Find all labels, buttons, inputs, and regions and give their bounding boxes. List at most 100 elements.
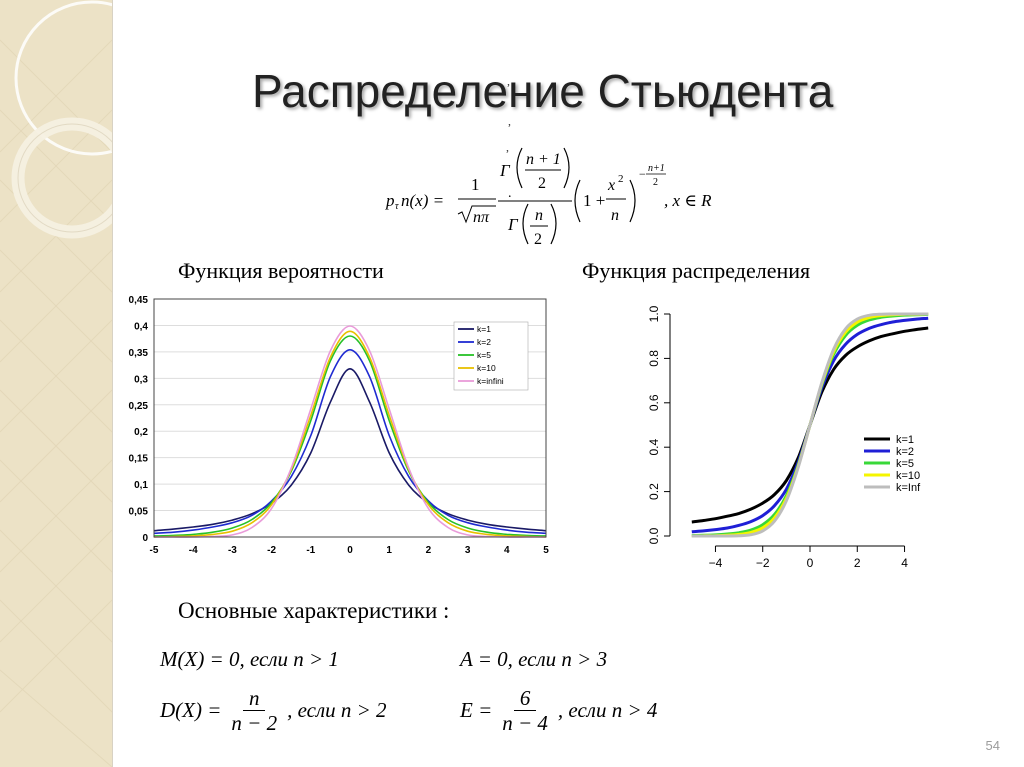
variance-numerator: n (242, 686, 266, 711)
cdf-y-tick: 0.8 (647, 350, 661, 367)
decorative-sidebar (0, 0, 112, 767)
cdf-y-tick: 0.4 (647, 439, 661, 456)
kurtosis-denominator: n − 4 (502, 711, 548, 735)
pdf-x-tick: -1 (306, 545, 315, 556)
pdf-legend-label: k=10 (477, 363, 496, 373)
asymmetry-formula: A = 0, если n > 3 (460, 647, 607, 672)
kurtosis-lhs: E = (460, 698, 493, 722)
mean-condition: если n > 1 (249, 647, 339, 671)
variance-condition: , если n > 2 (287, 698, 387, 722)
pdf-y-tick: 0,3 (134, 374, 148, 385)
cdf-x-tick: 0 (807, 556, 814, 570)
cdf-chart: 0.0 0.2 0.4 0.6 0.8 1.0 −4 −2 0 2 4 k=1k=2k=5k=10… (647, 305, 929, 570)
svg-text:2: 2 (538, 175, 546, 192)
pdf-y-tick: 0,45 (129, 295, 149, 306)
stray-mark: , (508, 114, 511, 128)
pdf-x-tick: -4 (189, 545, 198, 556)
deco-ring-large (14, 0, 112, 156)
mean-formula: M(X) = 0, если n > 1 (160, 647, 339, 672)
sidebar-divider (112, 0, 113, 767)
pdf-y-tick: 0 (142, 533, 148, 544)
pdf-y-tick: 0,1 (134, 480, 148, 491)
svg-text:1 +: 1 + (583, 191, 605, 210)
svg-text:n+1: n+1 (648, 163, 665, 174)
pdf-legend-box (453, 321, 529, 391)
pdf-y-tick: 0,35 (129, 348, 149, 359)
svg-text:.: . (508, 186, 512, 201)
asymmetry-condition: если n > 3 (518, 647, 608, 671)
pdf-chart: 0 0,05 0,1 0,15 0,2 0,25 0,3 0,35 0,4 0,45 -5 -4 -3… (129, 295, 550, 556)
cdf-y-tick: 0.0 (647, 527, 661, 544)
svg-text:p: p (385, 191, 395, 210)
svg-text:Γ: Γ (507, 215, 519, 234)
cdf-legend-label: k=1 (896, 434, 914, 446)
kurtosis-condition: , если n > 4 (557, 698, 658, 722)
svg-text:2: 2 (618, 173, 624, 185)
pdf-x-tick: 2 (426, 545, 432, 556)
cdf-legend-label: k=5 (896, 458, 914, 470)
pdf-x-tick: -2 (267, 545, 276, 556)
slide-title: Распределение Стьюдента (252, 65, 834, 117)
kurtosis-formula: E = 6 n − 4 , если n > 4 (460, 686, 657, 735)
cdf-x-tick: 2 (854, 556, 861, 570)
svg-text:Γ: Γ (499, 161, 511, 180)
svg-text:2: 2 (653, 177, 658, 188)
pdf-y-tick: 0,4 (134, 321, 148, 332)
svg-text:n: n (611, 207, 619, 224)
cdf-x-tick: 4 (901, 556, 908, 570)
svg-text:2: 2 (534, 231, 542, 248)
cdf-heading: Функция распределения (582, 258, 811, 283)
variance-fraction: n n − 2 (225, 686, 283, 735)
cdf-legend-label: k=Inf (896, 482, 921, 494)
cdf-legend-label: k=2 (896, 446, 914, 458)
stray-mark: , (506, 140, 509, 154)
page-number: 54 (985, 738, 1000, 753)
svg-text:1: 1 (471, 175, 480, 194)
svg-text:nπ: nπ (473, 209, 490, 226)
kurtosis-numerator: 6 (513, 686, 537, 711)
pdf-y-tick: 0,2 (134, 427, 148, 438)
pdf-x-tick: -3 (228, 545, 237, 556)
kurtosis-fraction: 6 n − 4 (496, 686, 554, 735)
cdf-y-tick: 0.2 (647, 483, 661, 500)
pdf-legend-label: k=infini (477, 376, 504, 386)
pdf-series-line (153, 335, 547, 537)
svg-text:, x ∈ R: , x ∈ R (664, 191, 712, 210)
pdf-series-line (153, 348, 547, 535)
characteristics-heading: Основные характеристики : (178, 598, 450, 623)
variance-denominator: n − 2 (231, 711, 278, 735)
cdf-y-tick: 0.6 (647, 394, 661, 411)
asymmetry-lhs: A = 0, (460, 647, 513, 671)
pdf-y-tick: 0,25 (129, 401, 149, 412)
student-density-formula: p τ n(x) = 1 nπ Γ n + 1 2 . Γ n 2 1 + x … (385, 147, 712, 248)
stray-mark: , (507, 74, 510, 88)
pdf-legend-label: k=1 (477, 324, 491, 334)
variance-formula: D(X) = n n − 2 , если n > 2 (160, 686, 387, 735)
svg-text:n: n (535, 207, 543, 224)
pdf-plot-frame (153, 298, 547, 538)
pdf-y-tick: 0,05 (129, 507, 149, 518)
svg-text:n(x) =: n(x) = (401, 191, 444, 210)
svg-text:τ: τ (395, 201, 399, 212)
mean-lhs: M(X) = 0, (160, 647, 245, 671)
pdf-x-tick: 0 (347, 545, 353, 556)
cdf-x-tick: −2 (756, 556, 770, 570)
pdf-x-tick: 4 (504, 545, 510, 556)
pdf-legend: k=1 k=2 k=5 k=10 k=infini (453, 321, 529, 391)
cdf-y-tick: 1.0 (647, 305, 661, 322)
svg-text:n + 1: n + 1 (526, 151, 561, 168)
cdf-x-tick: −4 (709, 556, 723, 570)
cdf-series-line (691, 312, 929, 538)
pdf-x-tick: 3 (465, 545, 471, 556)
pdf-series-line (153, 367, 547, 532)
pdf-x-tick: -5 (150, 545, 159, 556)
pdf-x-tick: 5 (543, 545, 549, 556)
pdf-y-tick: 0,15 (129, 454, 149, 465)
pdf-heading: Функция вероятности (178, 258, 384, 283)
cdf-legend-label: k=10 (896, 470, 920, 482)
pdf-legend-label: k=2 (477, 337, 491, 347)
svg-text:−: − (639, 167, 646, 181)
pdf-legend-label: k=5 (477, 350, 491, 360)
svg-text:x: x (607, 177, 615, 194)
variance-lhs: D(X) = (160, 698, 222, 722)
